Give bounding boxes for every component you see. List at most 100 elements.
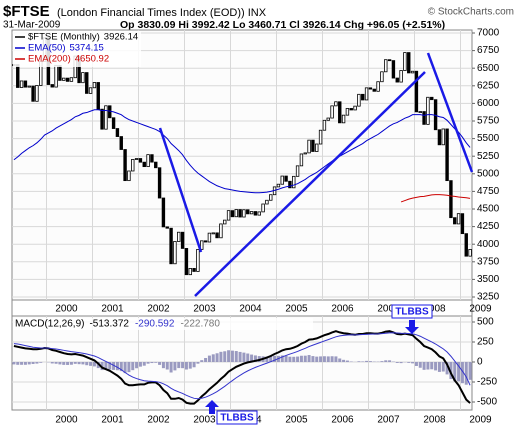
date: 31-Mar-2009 bbox=[3, 20, 61, 31]
candle bbox=[445, 128, 449, 182]
candle bbox=[403, 52, 407, 71]
y-tick-label: 6750 bbox=[477, 45, 500, 56]
histogram-bar bbox=[426, 362, 430, 370]
histogram-bar bbox=[453, 362, 457, 382]
histogram-bar bbox=[468, 362, 472, 380]
y-tick-label: -250 bbox=[477, 377, 497, 388]
histogram-bar bbox=[135, 362, 139, 369]
histogram-bar bbox=[85, 362, 89, 366]
candle bbox=[196, 249, 200, 272]
candle bbox=[169, 227, 173, 265]
candle bbox=[407, 52, 411, 74]
x-tick-label: 2006 bbox=[331, 415, 354, 426]
legend-name: EMA(50) bbox=[28, 43, 65, 54]
candle bbox=[307, 139, 311, 154]
candle bbox=[253, 211, 258, 216]
y-tick-label: 4000 bbox=[477, 239, 500, 250]
histogram-bar bbox=[388, 360, 392, 362]
candle bbox=[437, 129, 442, 146]
y-tick-label: 6500 bbox=[477, 63, 500, 74]
legend-name: EMA(200) bbox=[28, 54, 71, 65]
candle bbox=[399, 70, 403, 83]
histogram-bar bbox=[338, 358, 342, 362]
histogram-bar bbox=[69, 362, 73, 365]
candle bbox=[81, 72, 85, 84]
candle bbox=[449, 180, 453, 219]
histogram-bar bbox=[368, 361, 372, 362]
histogram-bar bbox=[119, 362, 123, 372]
y-tick-label: -500 bbox=[477, 397, 497, 408]
candle bbox=[23, 80, 28, 88]
histogram-bar bbox=[307, 355, 311, 362]
histogram-bar bbox=[100, 362, 104, 371]
histogram-bar bbox=[292, 356, 296, 362]
trend-line bbox=[194, 71, 426, 297]
y-tick-label: 3750 bbox=[477, 256, 500, 267]
histogram-bar bbox=[411, 362, 415, 364]
histogram-bar bbox=[104, 362, 108, 370]
candle bbox=[69, 77, 74, 82]
candle bbox=[341, 114, 346, 124]
candle bbox=[180, 231, 185, 249]
ema-line bbox=[13, 109, 471, 194]
candle bbox=[280, 175, 284, 185]
candle bbox=[338, 101, 342, 124]
candle bbox=[387, 59, 392, 62]
grids: 2000200020012001200220022003200320042004… bbox=[12, 28, 500, 426]
trend-line bbox=[158, 127, 203, 253]
histogram-bar bbox=[238, 351, 242, 362]
histogram-bar bbox=[196, 362, 200, 364]
candle bbox=[326, 117, 330, 121]
x-tick-label: 2000 bbox=[55, 304, 78, 315]
legend-name: $FTSE (Monthly) bbox=[28, 32, 100, 43]
candle bbox=[441, 128, 445, 146]
legend-box bbox=[13, 31, 141, 67]
histogram-bar bbox=[250, 354, 254, 362]
candle bbox=[361, 93, 365, 101]
histogram-bar bbox=[227, 350, 231, 362]
histogram-bar bbox=[361, 361, 365, 362]
chart-subtitle: (London Financial Times Index (EOD)) INX bbox=[57, 7, 267, 19]
histogram-bar bbox=[230, 350, 234, 362]
histogram-bar bbox=[464, 362, 468, 385]
y-tick-label: 7000 bbox=[477, 28, 500, 39]
legend-name: MACD(12,26,9) bbox=[15, 319, 84, 330]
histogram-bar bbox=[146, 362, 150, 364]
legend-value: -222.780 bbox=[180, 319, 220, 330]
histogram-bar bbox=[380, 361, 384, 362]
histogram-bar bbox=[384, 360, 388, 362]
candle bbox=[426, 96, 430, 125]
histogram-bar bbox=[77, 362, 81, 365]
legend-value: 3926.14 bbox=[104, 32, 138, 43]
candle bbox=[422, 111, 426, 125]
annotation: TLBBS bbox=[220, 413, 254, 424]
histogram-bar bbox=[112, 362, 116, 370]
y-tick-label: 5500 bbox=[477, 133, 500, 144]
candle bbox=[200, 240, 204, 250]
candle bbox=[184, 248, 189, 276]
y-tick-label: 250 bbox=[477, 337, 494, 348]
candle bbox=[453, 217, 457, 225]
x-tick-label: 2008 bbox=[423, 304, 446, 315]
candle bbox=[16, 64, 20, 88]
histogram-bar bbox=[345, 360, 349, 362]
histogram-bar bbox=[296, 356, 300, 362]
watermark: © StockCharts.com bbox=[428, 7, 514, 18]
candle bbox=[380, 71, 384, 83]
y-tick-label: 6000 bbox=[477, 98, 500, 109]
annotation-box bbox=[391, 304, 433, 319]
candle bbox=[265, 199, 269, 205]
histogram-bar bbox=[246, 353, 250, 362]
candle bbox=[303, 152, 307, 155]
histogram-bar bbox=[66, 362, 70, 365]
y-tick-label: 4750 bbox=[477, 186, 500, 197]
candle bbox=[468, 248, 472, 257]
histogram-bar bbox=[395, 362, 399, 363]
annotation-box bbox=[216, 410, 258, 425]
histogram-bar bbox=[330, 356, 334, 362]
histogram-bar bbox=[50, 362, 54, 364]
histogram-bar bbox=[161, 362, 165, 369]
histogram-bar bbox=[177, 362, 181, 369]
price-panel bbox=[11, 29, 473, 301]
histogram-bar bbox=[138, 362, 142, 367]
